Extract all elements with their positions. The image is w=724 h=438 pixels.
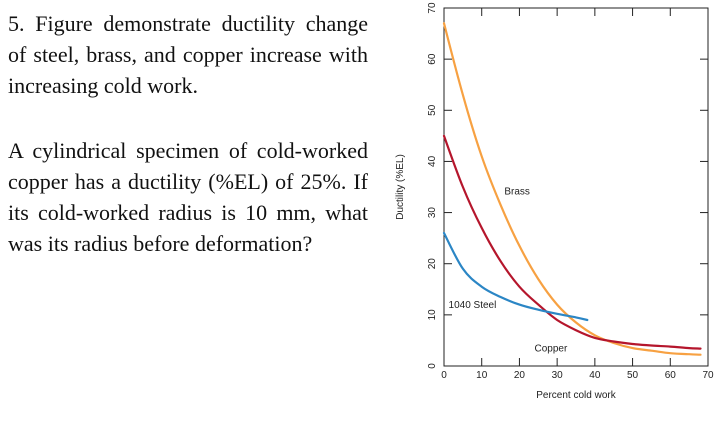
ductility-chart: 0 10 20 30 40 50 60 70 0 10 20 30 40 50 60 70 Percent co… [384, 0, 724, 438]
series-label-copper: Copper [535, 344, 568, 355]
y-tick-label: 0 [427, 363, 438, 369]
x-tick-label: 50 [627, 370, 639, 381]
problem-paragraph-2: A cylindrical specimen of cold-worked co… [8, 138, 368, 256]
series-line-1040-steel [442, 231, 589, 322]
x-tick-label: 40 [589, 370, 601, 381]
plot-frame [443, 7, 709, 367]
y-tick-label: 50 [427, 104, 438, 116]
x-tick-label: 30 [552, 370, 564, 381]
y-tick-label: 30 [427, 207, 438, 219]
x-tick-label: 0 [441, 370, 447, 381]
series-line-copper [442, 134, 702, 350]
series-line-brass [442, 22, 702, 356]
y-tick-label: 60 [427, 53, 438, 65]
y-tick-label: 20 [427, 258, 438, 270]
x-tick-label: 70 [702, 370, 714, 381]
chart-svg: 0 10 20 30 40 50 60 70 0 10 20 30 40 50 60 70 Percent co… [395, 2, 714, 401]
problem-text: 5. Figure demonstrate ductility change o… [8, 8, 368, 259]
problem-paragraph-1: 5. Figure demonstrate ductility change o… [8, 11, 368, 98]
x-tick-label: 10 [476, 370, 488, 381]
x-axis-label: Percent cold work [536, 390, 616, 401]
series-label-brass: Brass [504, 187, 530, 198]
x-tick-label: 20 [514, 370, 526, 381]
series-label-1040-steel: 1040 Steel [449, 300, 497, 311]
y-axis-label: Ductility (%EL) [395, 154, 406, 220]
y-tick-label: 10 [427, 309, 438, 321]
x-tick-label: 60 [665, 370, 677, 381]
y-tick-label: 70 [427, 2, 438, 14]
y-tick-label: 40 [427, 155, 438, 167]
